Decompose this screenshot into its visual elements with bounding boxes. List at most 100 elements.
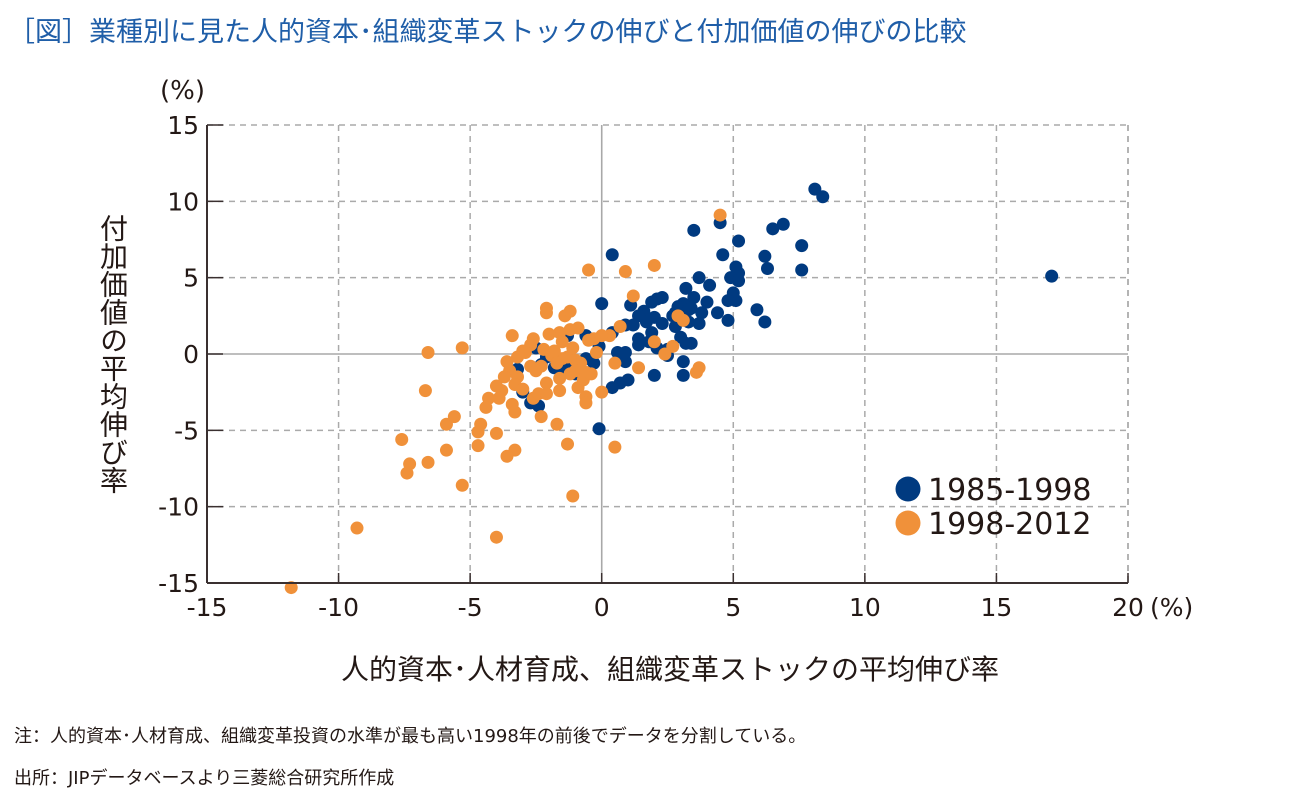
point-1985-1998 bbox=[1045, 269, 1059, 283]
legend-marker-2 bbox=[895, 510, 921, 536]
point-1998-2012 bbox=[589, 345, 603, 359]
point-1985-1998 bbox=[716, 248, 730, 262]
x-axis-label: 人的資本･人材育成、組織変革ストックの平均伸び率 bbox=[340, 653, 999, 686]
x-tick-label: 5 bbox=[725, 593, 741, 622]
point-1998-2012 bbox=[508, 405, 522, 419]
point-1985-1998 bbox=[703, 278, 717, 292]
point-1998-2012 bbox=[516, 382, 530, 396]
point-1985-1998 bbox=[632, 338, 646, 352]
point-1998-2012 bbox=[647, 335, 661, 349]
chart-title: ［図］業種別に見た人的資本･組織変革ストックの伸びと付加価値の伸びの比較 bbox=[8, 17, 967, 48]
point-1985-1998 bbox=[595, 297, 609, 311]
point-1985-1998 bbox=[816, 190, 830, 204]
point-1985-1998 bbox=[732, 274, 746, 288]
point-1985-1998 bbox=[766, 222, 780, 236]
point-1998-2012 bbox=[529, 364, 543, 378]
point-1998-2012 bbox=[647, 258, 661, 272]
point-1985-1998 bbox=[700, 295, 714, 309]
point-1985-1998 bbox=[676, 355, 690, 369]
point-1985-1998 bbox=[721, 294, 735, 308]
x-axis-unit: (%) bbox=[1150, 593, 1193, 622]
point-1998-2012 bbox=[595, 385, 609, 399]
point-1998-2012 bbox=[626, 289, 640, 303]
point-1998-2012 bbox=[489, 426, 503, 440]
point-1985-1998 bbox=[655, 291, 669, 305]
point-1998-2012 bbox=[547, 344, 561, 358]
point-1998-2012 bbox=[439, 443, 453, 457]
point-1998-2012 bbox=[582, 333, 596, 347]
point-1998-2012 bbox=[421, 345, 435, 359]
point-1998-2012 bbox=[471, 425, 485, 439]
point-1998-2012 bbox=[608, 356, 622, 370]
point-1998-2012 bbox=[563, 323, 577, 337]
y-axis-label: 付加価値の平均伸び率 bbox=[96, 214, 129, 494]
point-1998-2012 bbox=[561, 437, 575, 451]
point-1998-2012 bbox=[632, 361, 646, 375]
point-1985-1998 bbox=[679, 281, 693, 295]
point-1998-2012 bbox=[555, 335, 569, 349]
point-1998-2012 bbox=[500, 449, 514, 463]
point-1998-2012 bbox=[613, 320, 627, 334]
x-tick-label: -15 bbox=[187, 593, 228, 622]
point-1998-2012 bbox=[350, 521, 364, 535]
point-1998-2012 bbox=[713, 208, 727, 222]
point-1998-2012 bbox=[284, 581, 298, 595]
point-1985-1998 bbox=[687, 291, 701, 305]
point-1998-2012 bbox=[492, 391, 506, 405]
point-1998-2012 bbox=[489, 530, 503, 544]
y-tick-label: 5 bbox=[183, 264, 199, 293]
point-1998-2012 bbox=[579, 396, 593, 410]
point-1985-1998 bbox=[687, 223, 701, 237]
point-1985-1998 bbox=[758, 249, 772, 263]
point-1998-2012 bbox=[582, 263, 596, 277]
legend-label-1: 1985-1998 bbox=[928, 473, 1092, 508]
point-1998-2012 bbox=[550, 417, 564, 431]
point-1998-2012 bbox=[489, 379, 503, 393]
point-1998-2012 bbox=[608, 440, 622, 454]
point-1985-1998 bbox=[605, 381, 619, 395]
point-1998-2012 bbox=[618, 265, 632, 279]
point-1985-1998 bbox=[684, 336, 698, 350]
point-1998-2012 bbox=[479, 400, 493, 414]
point-1985-1998 bbox=[618, 345, 632, 359]
point-1998-2012 bbox=[539, 376, 553, 390]
x-tick-label: 0 bbox=[594, 593, 610, 622]
x-tick-label: 15 bbox=[981, 593, 1013, 622]
point-1985-1998 bbox=[692, 271, 706, 285]
point-1998-2012 bbox=[658, 347, 672, 361]
point-1998-2012 bbox=[542, 327, 556, 341]
point-1985-1998 bbox=[592, 422, 606, 436]
point-1998-2012 bbox=[534, 410, 548, 424]
point-1998-2012 bbox=[676, 313, 690, 327]
x-tick-label: -5 bbox=[458, 593, 483, 622]
point-1998-2012 bbox=[518, 345, 532, 359]
y-tick-label: -5 bbox=[174, 416, 199, 445]
point-1998-2012 bbox=[418, 384, 432, 398]
point-1998-2012 bbox=[571, 381, 585, 395]
point-1985-1998 bbox=[758, 315, 772, 329]
point-1998-2012 bbox=[584, 367, 598, 381]
point-1985-1998 bbox=[605, 248, 619, 262]
point-1985-1998 bbox=[692, 316, 706, 330]
point-1998-2012 bbox=[563, 304, 577, 318]
point-1998-2012 bbox=[553, 371, 567, 385]
y-tick-label: 15 bbox=[167, 111, 199, 140]
point-1998-2012 bbox=[566, 341, 580, 355]
point-1998-2012 bbox=[395, 432, 409, 446]
x-tick-label: -10 bbox=[318, 593, 359, 622]
x-tick-label: 20 bbox=[1112, 593, 1144, 622]
point-1985-1998 bbox=[760, 262, 774, 276]
point-1998-2012 bbox=[455, 341, 469, 355]
point-1985-1998 bbox=[695, 306, 709, 320]
point-1985-1998 bbox=[732, 234, 746, 248]
axes bbox=[206, 124, 1129, 584]
y-tick-label: 0 bbox=[183, 340, 199, 369]
footnote: 注：人的資本･人材育成、組織変革投資の水準が最も高い1998年の前後でデータを分… bbox=[14, 726, 807, 747]
point-1985-1998 bbox=[710, 306, 724, 320]
point-1985-1998 bbox=[776, 217, 790, 231]
point-1985-1998 bbox=[682, 303, 696, 317]
point-1985-1998 bbox=[795, 263, 809, 277]
point-1998-2012 bbox=[550, 356, 564, 370]
